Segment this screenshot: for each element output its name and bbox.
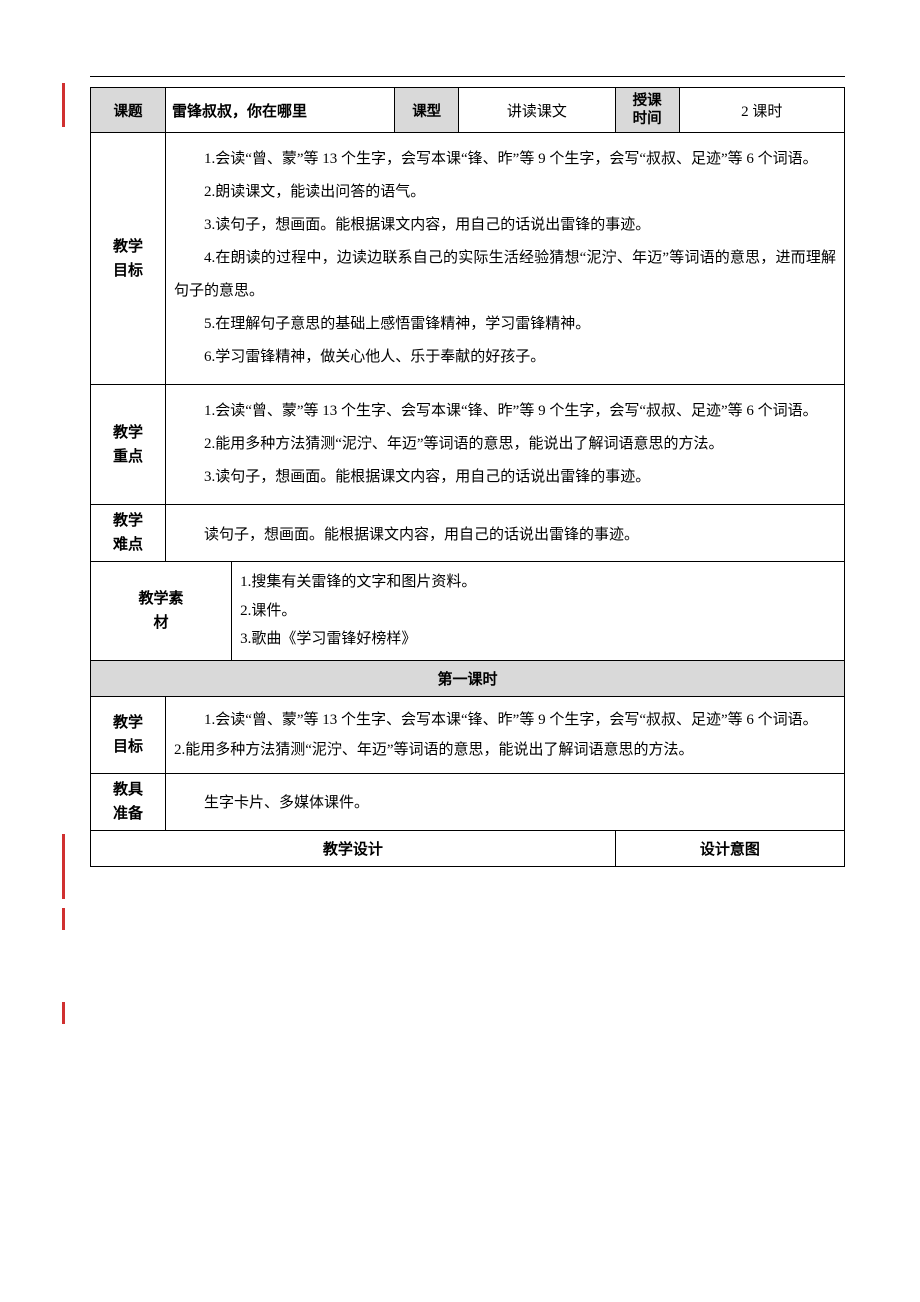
content-materials: 1.搜集有关雷锋的文字和图片资料。 2.课件。 3.歌曲《学习雷锋好榜样》 <box>232 562 845 661</box>
revision-mark <box>62 83 65 127</box>
goals-item-3: 3.读句子，想画面。能根据课文内容，用自己的话说出雷锋的事迹。 <box>174 209 836 242</box>
hdr-topic-value: 雷锋叔叔，你在哪里 <box>165 88 394 133</box>
row-footer: 教学设计 设计意图 <box>91 830 845 866</box>
row-difficulty: 教学 难点 读句子，想画面。能根据课文内容，用自己的话说出雷锋的事迹。 <box>91 505 845 562</box>
hdr-type-value: 讲读课文 <box>459 88 616 133</box>
footer-right: 设计意图 <box>615 830 844 866</box>
label-s1-tools-text: 教具 准备 <box>113 782 143 822</box>
label-s1-goals: 教学 目标 <box>91 696 166 773</box>
label-materials: 教学素 材 <box>91 562 232 661</box>
materials-item-1: 1.搜集有关雷锋的文字和图片资料。 <box>240 568 836 597</box>
goals-item-6: 6.学习雷锋精神，做关心他人、乐于奉献的好孩子。 <box>174 341 836 374</box>
content-s1-tools: 生字卡片、多媒体课件。 <box>165 773 844 830</box>
label-goals: 教学 目标 <box>91 133 166 385</box>
row-key: 教学 重点 1.会读“曾、蒙”等 13 个生字、会写本课“锋、昨”等 9 个生字… <box>91 385 845 505</box>
hdr-time-label-l2: 时间 <box>633 111 662 127</box>
label-s1-goals-text: 教学 目标 <box>113 715 143 755</box>
s1-goals-item-1: 1.会读“曾、蒙”等 13 个生字、会写本课“锋、昨”等 9 个生字，会写“叔叔… <box>174 705 836 735</box>
content-s1-goals: 1.会读“曾、蒙”等 13 个生字、会写本课“锋、昨”等 9 个生字，会写“叔叔… <box>165 696 844 773</box>
header-row: 课题 雷锋叔叔，你在哪里 课型 讲读课文 授课 时间 2 课时 <box>91 88 845 133</box>
materials-item-3: 3.歌曲《学习雷锋好榜样》 <box>240 625 836 654</box>
goals-item-1: 1.会读“曾、蒙”等 13 个生字，会写本课“锋、昨”等 9 个生字，会写“叔叔… <box>174 143 836 176</box>
row-s1-goals: 教学 目标 1.会读“曾、蒙”等 13 个生字、会写本课“锋、昨”等 9 个生字… <box>91 696 845 773</box>
row-goals: 教学 目标 1.会读“曾、蒙”等 13 个生字，会写本课“锋、昨”等 9 个生字… <box>91 133 845 385</box>
goals-item-2: 2.朗读课文，能读出问答的语气。 <box>174 176 836 209</box>
hdr-time-label-l1: 授课 <box>633 93 662 109</box>
revision-mark <box>62 1002 65 1024</box>
label-difficulty: 教学 难点 <box>91 505 166 562</box>
content-goals: 1.会读“曾、蒙”等 13 个生字，会写本课“锋、昨”等 9 个生字，会写“叔叔… <box>165 133 844 385</box>
section1-title: 第一课时 <box>91 660 845 696</box>
label-materials-text: 教学素 材 <box>139 591 184 631</box>
revision-mark <box>62 834 65 899</box>
revision-mark <box>62 908 65 930</box>
footer-left: 教学设计 <box>91 830 616 866</box>
hdr-topic-label: 课题 <box>91 88 166 133</box>
key-item-3: 3.读句子，想画面。能根据课文内容，用自己的话说出雷锋的事迹。 <box>174 461 836 494</box>
hdr-time-label: 授课 时间 <box>615 88 679 133</box>
content-difficulty: 读句子，想画面。能根据课文内容，用自己的话说出雷锋的事迹。 <box>165 505 844 562</box>
row-s1-tools: 教具 准备 生字卡片、多媒体课件。 <box>91 773 845 830</box>
top-rule <box>90 76 845 77</box>
row-section1-title: 第一课时 <box>91 660 845 696</box>
s1-goals-item-2: 2.能用多种方法猜测“泥泞、年迈”等词语的意思，能说出了解词语意思的方法。 <box>174 735 836 765</box>
goals-item-5: 5.在理解句子意思的基础上感悟雷锋精神，学习雷锋精神。 <box>174 308 836 341</box>
key-item-1: 1.会读“曾、蒙”等 13 个生字、会写本课“锋、昨”等 9 个生字，会写“叔叔… <box>174 395 836 428</box>
hdr-type-label: 课型 <box>395 88 459 133</box>
label-key: 教学 重点 <box>91 385 166 505</box>
lesson-plan-table: 课题 雷锋叔叔，你在哪里 课型 讲读课文 授课 时间 2 课时 教学 目标 1.… <box>90 87 845 867</box>
hdr-time-value: 2 课时 <box>679 88 844 133</box>
key-item-2: 2.能用多种方法猜测“泥泞、年迈”等词语的意思，能说出了解词语意思的方法。 <box>174 428 836 461</box>
label-s1-tools: 教具 准备 <box>91 773 166 830</box>
goals-item-4: 4.在朗读的过程中，边读边联系自己的实际生活经验猜想“泥泞、年迈”等词语的意思，… <box>174 242 836 308</box>
materials-item-2: 2.课件。 <box>240 597 836 626</box>
content-key: 1.会读“曾、蒙”等 13 个生字、会写本课“锋、昨”等 9 个生字，会写“叔叔… <box>165 385 844 505</box>
label-difficulty-text: 教学 难点 <box>113 513 143 553</box>
label-goals-text: 教学 目标 <box>113 239 143 279</box>
row-materials: 教学素 材 1.搜集有关雷锋的文字和图片资料。 2.课件。 3.歌曲《学习雷锋好… <box>91 562 845 661</box>
label-key-text: 教学 重点 <box>113 425 143 465</box>
